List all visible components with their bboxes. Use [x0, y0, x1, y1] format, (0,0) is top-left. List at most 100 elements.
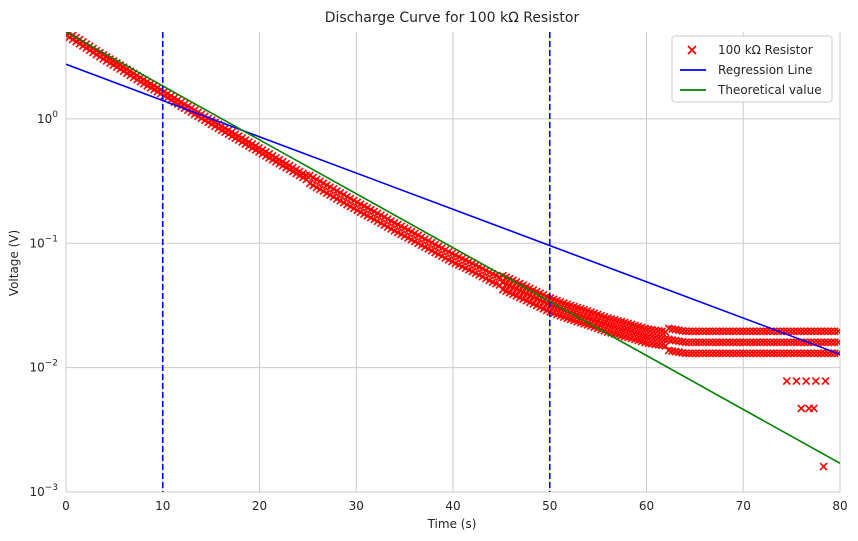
data-point-stroke	[732, 338, 741, 347]
data-point-stroke	[695, 327, 704, 336]
data-point-stroke	[332, 186, 341, 195]
data-point	[792, 376, 801, 386]
data-point-stroke	[620, 325, 629, 334]
data-point-stroke	[833, 339, 840, 347]
data-point-stroke	[515, 293, 524, 302]
data-point-stroke	[701, 327, 711, 336]
data-point-stroke	[326, 182, 335, 192]
data-point-stroke	[664, 335, 673, 344]
data-point-stroke	[708, 349, 717, 358]
data-point	[789, 327, 799, 336]
data-point-stroke	[600, 319, 609, 328]
y-tick-label: 100	[37, 110, 58, 126]
data-point-stroke	[569, 302, 579, 311]
data-point-stroke	[451, 251, 460, 260]
data-point-stroke	[617, 317, 626, 326]
data-point	[796, 327, 805, 336]
data-point-stroke	[739, 349, 748, 358]
data-point-stroke	[827, 327, 836, 336]
x-axis-label: Time (s)	[427, 517, 477, 531]
data-point-stroke	[786, 327, 795, 336]
data-point	[705, 327, 714, 336]
data-point	[701, 349, 711, 358]
data-point	[722, 349, 731, 358]
data-point-stroke	[376, 219, 385, 228]
data-point	[749, 349, 758, 358]
data-point	[688, 349, 697, 358]
data-point-stroke	[749, 327, 758, 336]
data-point-stroke	[370, 207, 379, 216]
data-point-stroke	[359, 209, 369, 219]
series-line	[66, 32, 840, 465]
data-point-stroke	[525, 291, 534, 300]
data-point-stroke	[718, 338, 727, 347]
data-point	[718, 327, 727, 336]
data-point-stroke	[471, 269, 480, 278]
data-point-stroke	[782, 376, 791, 386]
data-point-stroke	[322, 181, 331, 190]
data-point	[735, 338, 744, 347]
data-point-stroke	[811, 376, 820, 386]
data-point-stroke	[610, 322, 619, 331]
data-point-stroke	[802, 376, 811, 386]
data-point-stroke	[630, 335, 639, 344]
x-tick-label: 60	[639, 499, 654, 513]
data-point-stroke	[657, 334, 667, 343]
data-point	[759, 338, 768, 347]
data-point-stroke	[393, 228, 402, 237]
data-point-stroke	[600, 326, 609, 335]
data-point-stroke	[380, 213, 389, 222]
data-point	[796, 349, 805, 358]
data-point-stroke	[420, 242, 430, 252]
data-point-stroke	[678, 337, 687, 346]
data-point	[705, 338, 714, 347]
data-point-stroke	[745, 338, 755, 347]
data-point-stroke	[759, 338, 768, 347]
data-point-stroke	[583, 320, 592, 329]
data-point-stroke	[793, 327, 802, 336]
data-point	[725, 327, 734, 336]
data-point-stroke	[380, 221, 389, 230]
data-point	[698, 338, 707, 347]
data-point-stroke	[407, 235, 416, 244]
data-point-stroke	[701, 349, 711, 358]
data-point-stroke	[783, 349, 792, 358]
data-point	[773, 349, 782, 358]
data-point-stroke	[532, 301, 541, 310]
data-point-stroke	[783, 338, 792, 347]
data-point-stroke	[359, 201, 369, 211]
data-point-stroke	[326, 190, 335, 200]
data-point-stroke	[505, 281, 514, 290]
legend-label: Regression Line	[718, 63, 812, 77]
data-point-stroke	[620, 332, 629, 341]
data-point-stroke	[613, 330, 623, 339]
data-point-stroke	[688, 349, 697, 358]
y-axis-label: Voltage (V)	[7, 230, 21, 296]
data-point	[732, 338, 741, 347]
data-point-stroke	[640, 324, 650, 333]
data-point	[820, 349, 829, 358]
data-point	[762, 338, 772, 347]
data-point-stroke	[674, 348, 683, 357]
data-point-stroke	[712, 349, 721, 358]
data-point	[712, 349, 721, 358]
data-point	[685, 338, 694, 347]
data-point-stroke	[580, 305, 589, 314]
data-point	[786, 349, 795, 358]
data-point-stroke	[712, 338, 721, 347]
data-point-stroke	[708, 338, 717, 347]
data-point-stroke	[563, 300, 572, 309]
data-point-stroke	[353, 206, 362, 215]
data-point-stroke	[420, 234, 430, 244]
data-point-stroke	[559, 298, 568, 308]
data-point-stroke	[661, 334, 670, 343]
data-point-stroke	[559, 312, 568, 322]
data-point	[756, 338, 765, 347]
data-point	[685, 327, 694, 336]
data-point-stroke	[742, 349, 751, 358]
data-point-stroke	[376, 211, 385, 220]
data-point-stroke	[708, 327, 717, 336]
data-point-stroke	[424, 244, 433, 253]
data-point-stroke	[674, 337, 683, 346]
data-point-stroke	[640, 338, 650, 347]
